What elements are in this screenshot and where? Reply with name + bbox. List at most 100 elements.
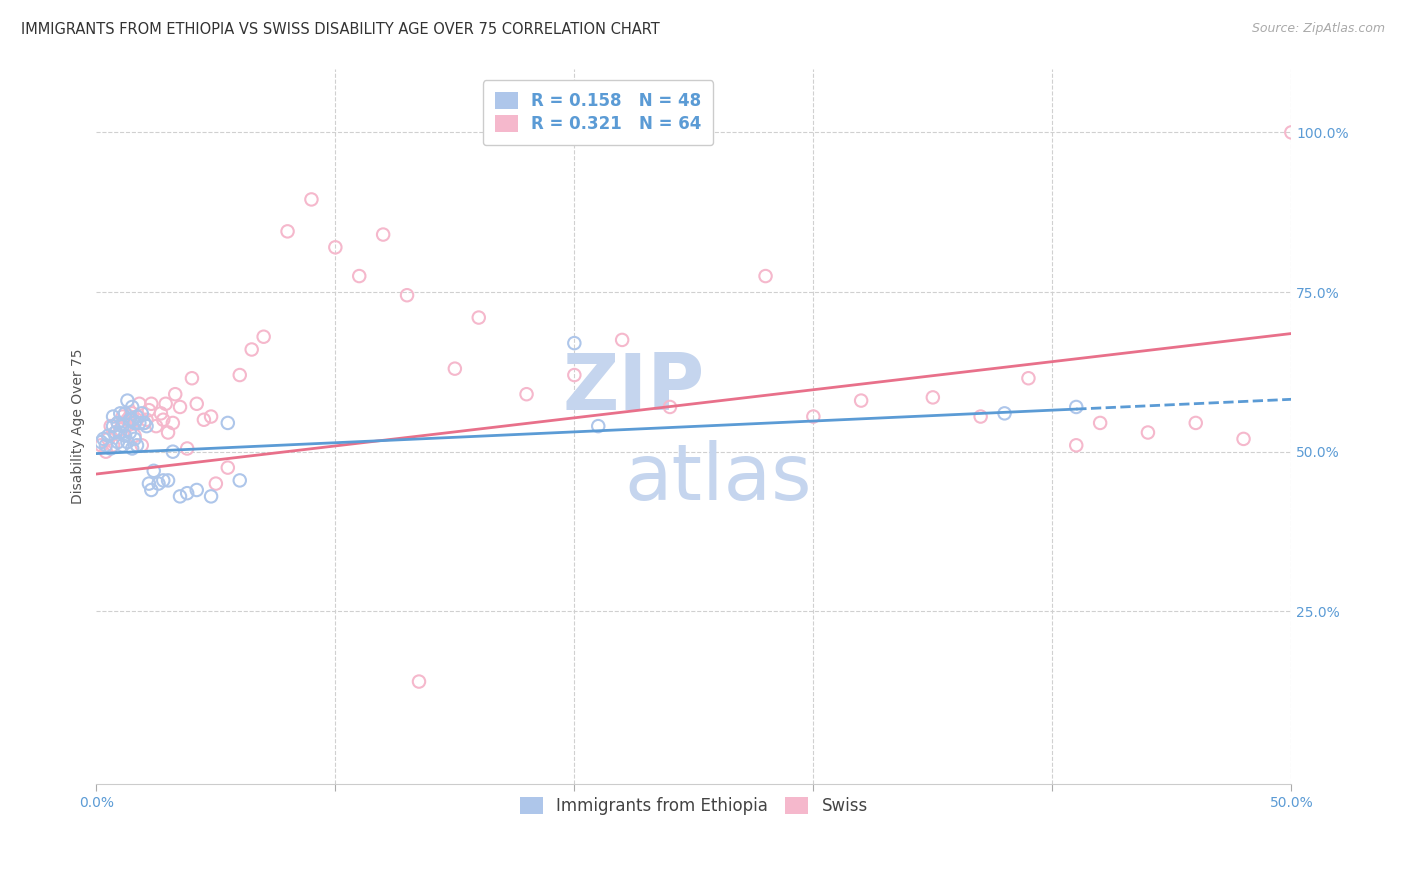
Point (1088, 416, 1111, 430)
Point (90, 435, 112, 450)
Point (586, 419, 609, 434)
Point (114, 419, 136, 434)
Point (131, 438, 153, 452)
Point (229, 474, 252, 488)
Point (801, 409, 824, 424)
Point (97, 428, 120, 442)
Point (149, 406, 172, 420)
Point (125, 409, 148, 424)
Point (205, 476, 228, 491)
Point (138, 403, 160, 417)
Point (217, 460, 239, 475)
Point (128, 416, 150, 430)
Point (277, 224, 299, 238)
Point (253, 329, 276, 343)
Point (193, 413, 215, 427)
Point (134, 416, 156, 430)
Point (993, 406, 1015, 420)
Point (125, 438, 148, 452)
Point (94, 444, 117, 458)
Point (110, 406, 132, 420)
Point (1184, 416, 1206, 430)
Point (1064, 438, 1087, 452)
Point (155, 397, 177, 411)
Point (349, 268, 371, 283)
Y-axis label: Disability Age Over 75: Disability Age Over 75 (72, 349, 86, 504)
Point (93, 432, 115, 446)
Point (131, 406, 153, 420)
Point (162, 444, 184, 458)
Point (162, 416, 184, 430)
Point (125, 413, 148, 427)
Point (217, 416, 239, 430)
Point (97, 432, 120, 446)
Point (186, 483, 208, 497)
Point (176, 486, 198, 500)
Point (148, 476, 170, 491)
Point (396, 288, 419, 302)
Point (169, 400, 191, 414)
Point (169, 489, 191, 503)
Text: atlas: atlas (624, 441, 811, 516)
Point (141, 397, 163, 411)
Point (104, 425, 127, 440)
Point (200, 409, 222, 424)
Point (444, 361, 467, 376)
Point (104, 425, 127, 440)
Point (94, 438, 117, 452)
Point (1279, 125, 1302, 139)
Point (325, 240, 347, 254)
Point (240, 343, 263, 357)
Point (142, 464, 165, 478)
Point (152, 413, 174, 427)
Point (107, 416, 129, 430)
Point (111, 409, 134, 424)
Point (229, 368, 252, 382)
Point (135, 413, 157, 427)
Point (141, 483, 163, 497)
Point (849, 393, 872, 408)
Point (117, 393, 139, 408)
Point (134, 416, 156, 430)
Point (90, 438, 112, 452)
Point (610, 333, 633, 347)
Point (1232, 432, 1254, 446)
Point (101, 409, 124, 424)
Point (114, 428, 136, 442)
Point (110, 422, 132, 436)
Point (165, 387, 187, 401)
Point (145, 419, 167, 434)
Point (121, 406, 143, 420)
Point (107, 435, 129, 450)
Point (100, 419, 122, 434)
Point (658, 400, 681, 414)
Text: Source: ZipAtlas.com: Source: ZipAtlas.com (1251, 22, 1385, 36)
Point (100, 442, 122, 456)
Point (124, 416, 146, 430)
Point (468, 310, 491, 325)
Point (176, 442, 198, 456)
Point (301, 193, 323, 207)
Point (754, 268, 776, 283)
Point (200, 489, 222, 503)
Point (121, 442, 143, 456)
Point (124, 432, 146, 446)
Point (562, 368, 585, 382)
Text: ZIP: ZIP (562, 351, 706, 426)
Point (1064, 400, 1087, 414)
Point (157, 474, 180, 488)
Point (117, 413, 139, 427)
Point (157, 425, 180, 440)
Point (181, 371, 204, 385)
Point (121, 413, 143, 427)
Point (135, 419, 157, 434)
Point (408, 674, 430, 689)
Point (128, 397, 150, 411)
Point (515, 387, 537, 401)
Legend: Immigrants from Ethiopia, Swiss: Immigrants from Ethiopia, Swiss (510, 788, 877, 825)
Point (101, 419, 124, 434)
Text: IMMIGRANTS FROM ETHIOPIA VS SWISS DISABILITY AGE OVER 75 CORRELATION CHART: IMMIGRANTS FROM ETHIOPIA VS SWISS DISABI… (21, 22, 659, 37)
Point (111, 438, 134, 452)
Point (121, 400, 143, 414)
Point (111, 419, 134, 434)
